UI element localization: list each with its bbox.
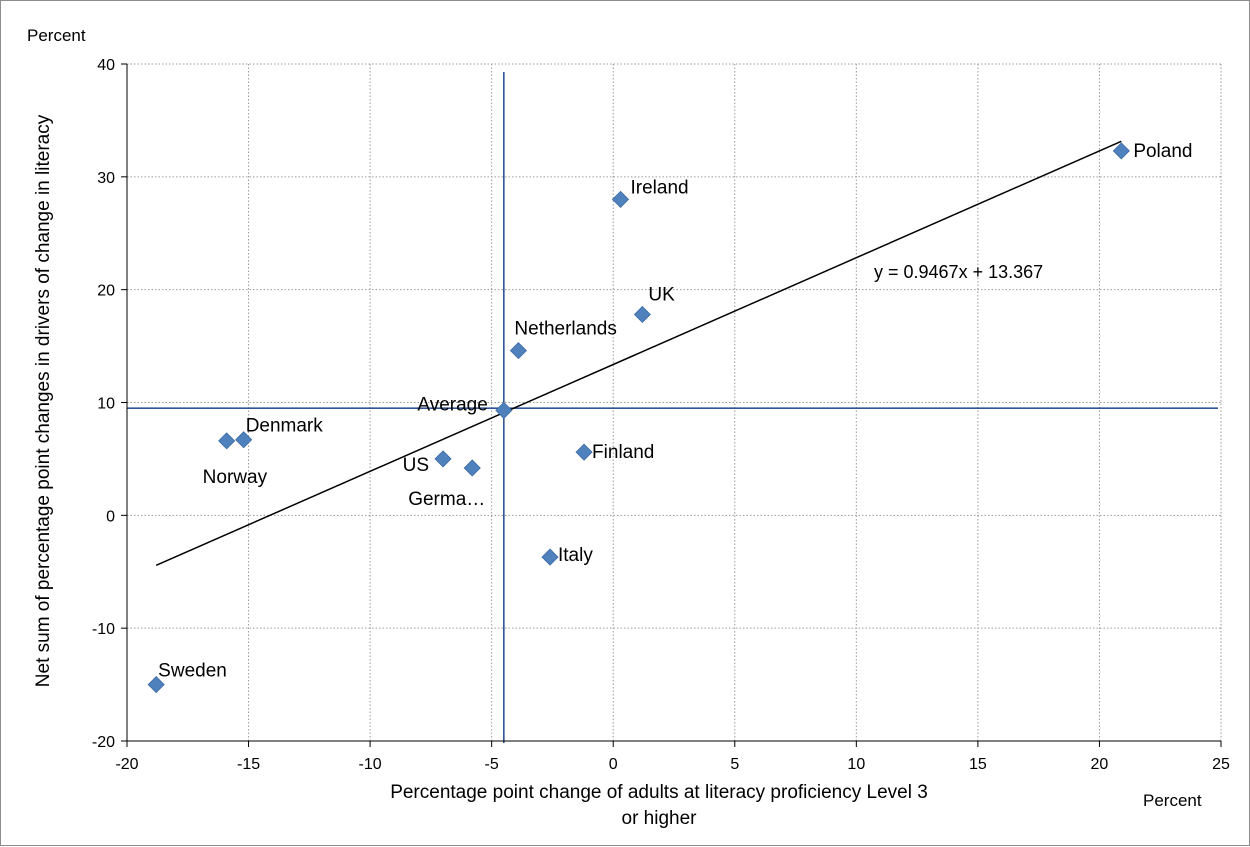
data-point-ireland: [611, 190, 630, 208]
x-tick-label: 15: [969, 756, 987, 773]
data-points: [147, 142, 1130, 694]
x-tick-label: -20: [115, 756, 138, 773]
data-point-finland: [575, 443, 593, 461]
tick-labels: -20 -15 -10 -5 0 5 10 15 20 25 -20 -10 0 10 20 30 40: [92, 57, 1230, 773]
y-tick-label: 40: [97, 57, 115, 74]
y-tick-label: 20: [97, 283, 115, 300]
data-label-italy: Italy: [558, 545, 593, 566]
data-point-sweden: [147, 676, 165, 694]
x-unit-label: Percent: [1143, 791, 1202, 810]
data-point-average: [495, 401, 513, 419]
axes: [121, 63, 1222, 747]
data-label-finland: Finland: [592, 442, 654, 463]
data-point-norway: [218, 432, 236, 450]
gridlines: [127, 63, 1222, 741]
trendline-equation: y = 0.9467x + 13.367: [874, 262, 1043, 282]
data-label-average: Average: [417, 394, 487, 415]
trendline-group: [155, 140, 1122, 567]
x-tick-label: 0: [609, 756, 618, 773]
data-label-poland: Poland: [1133, 141, 1192, 162]
data-point-us: [434, 450, 452, 468]
y-tick-label: 10: [97, 396, 115, 413]
y-tick-label: -20: [92, 734, 115, 751]
x-tick-label: -10: [359, 756, 382, 773]
y-axis-title: Net sum of percentage point changes in d…: [33, 114, 54, 687]
data-label-us: US: [403, 455, 429, 476]
x-tick-label: 20: [1091, 756, 1109, 773]
data-label-ireland: Ireland: [631, 177, 689, 198]
data-point-germa: [463, 459, 481, 477]
data-label-norway: Norway: [203, 467, 268, 488]
y-tick-label: 30: [97, 170, 115, 187]
data-label-netherlands: Netherlands: [514, 319, 616, 340]
y-tick-label: -10: [92, 621, 115, 638]
data-point-netherlands: [509, 342, 527, 360]
data-label-sweden: Sweden: [158, 661, 227, 682]
x-axis-title-line-1: Percentage point change of adults at lit…: [390, 782, 928, 803]
point-labels: Poland Ireland UK Netherlands Average Denmark…: [158, 141, 1192, 682]
data-label-denmark: Denmark: [246, 416, 324, 437]
x-tick-label: 25: [1212, 756, 1230, 773]
data-label-uk: UK: [648, 284, 675, 305]
x-tick-label: 5: [730, 756, 739, 773]
x-tick-label: 10: [847, 756, 865, 773]
x-axis-title-line-2: or higher: [622, 808, 698, 829]
data-point-denmark: [235, 431, 253, 449]
trendline: [155, 140, 1122, 567]
data-label-germa: Germa…: [408, 489, 485, 510]
data-point-italy: [541, 548, 559, 566]
x-tick-label: -5: [485, 756, 499, 773]
data-point-uk: [633, 305, 651, 324]
y-tick-label: 0: [106, 508, 115, 525]
x-tick-label: -15: [237, 756, 260, 773]
data-point-poland: [1112, 142, 1130, 160]
reference-lines: [127, 72, 1218, 743]
y-unit-label: Percent: [27, 26, 86, 45]
